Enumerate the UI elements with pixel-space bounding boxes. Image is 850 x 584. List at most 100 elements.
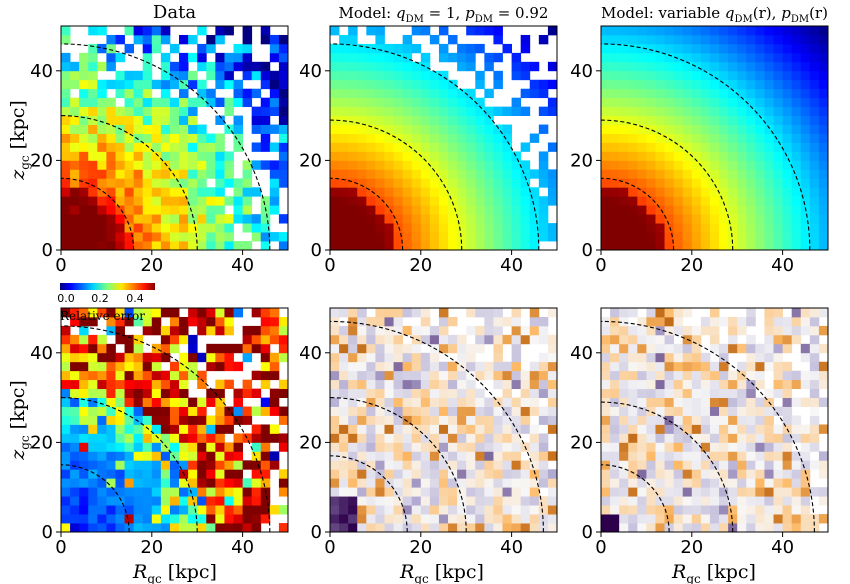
heatmap-cell (646, 34, 656, 45)
heatmap-cell (420, 514, 431, 524)
heatmap-cell (411, 115, 422, 125)
heatmap-cell (601, 241, 611, 251)
heatmap-cell (411, 469, 422, 479)
heatmap-cell (791, 70, 802, 81)
heatmap-cell (260, 70, 271, 81)
heatmap-cell (188, 343, 198, 354)
heatmap-cell (169, 214, 180, 224)
heatmap-cell (411, 151, 422, 161)
heatmap-cell (484, 433, 494, 443)
heatmap-cell (637, 88, 647, 99)
heatmap-cell (673, 379, 684, 390)
heatmap-cell (124, 88, 135, 99)
heatmap-cell (709, 151, 720, 161)
heatmap-cell (133, 241, 144, 251)
heatmap-cell (88, 424, 98, 434)
heatmap-cell (619, 97, 629, 108)
heatmap-cell (484, 505, 494, 515)
heatmap-cell (79, 241, 89, 251)
heatmap-cell (97, 133, 107, 143)
heatmap-cell (438, 343, 449, 354)
heatmap-cell (384, 460, 394, 470)
heatmap-cell (79, 151, 89, 161)
heatmap-cell (457, 514, 467, 524)
heatmap-cell (160, 133, 171, 143)
heatmap-cell (457, 334, 467, 345)
heatmap-cell (142, 514, 153, 524)
heatmap-cell (800, 505, 811, 515)
heatmap-cell (493, 496, 503, 506)
heatmap-cell (637, 43, 647, 54)
heatmap-cell (375, 151, 385, 161)
heatmap-cell (124, 43, 135, 54)
heatmap-cell (366, 487, 376, 497)
heatmap-cell (773, 115, 783, 125)
heatmap-cell (700, 106, 711, 116)
heatmap-cell (764, 160, 774, 170)
heatmap-cell (764, 61, 774, 72)
heatmap-cell (728, 26, 738, 36)
heatmap-cell (610, 433, 620, 443)
heatmap-cell (420, 379, 431, 390)
heatmap-cell (682, 442, 693, 452)
heatmap-cell (179, 505, 189, 515)
heatmap-cell (673, 142, 684, 152)
heatmap-cell (97, 352, 107, 363)
heatmap-cell (601, 133, 611, 143)
heatmap-cell (357, 433, 367, 443)
heatmap-cell (242, 514, 253, 524)
heatmap-cell (457, 232, 467, 242)
heatmap-cell (646, 79, 656, 90)
heatmap-cell (215, 205, 225, 215)
heatmap-cell (484, 223, 494, 233)
heatmap-cells (601, 26, 829, 251)
heatmap-cell (339, 325, 349, 336)
heatmap-cell (420, 52, 431, 63)
heatmap-cell (601, 115, 611, 125)
heatmap-cell (215, 325, 225, 336)
heatmap-cell (709, 505, 720, 515)
heatmap-cell (728, 343, 738, 354)
heatmap-cell (700, 397, 711, 407)
heatmap-cell (664, 79, 675, 90)
heatmap-cell (601, 34, 611, 45)
heatmap-cell (791, 34, 802, 45)
heatmap-cell (719, 205, 729, 215)
heatmap-cell (737, 133, 747, 143)
heatmap-cell (791, 187, 802, 197)
heatmap-cell (646, 241, 656, 251)
heatmap-cell (547, 97, 558, 108)
heatmap-cell (538, 352, 549, 363)
heatmap-cell (773, 460, 783, 470)
heatmap-cell (755, 61, 765, 72)
heatmap-cell (215, 406, 225, 416)
heatmap-cell (438, 325, 449, 336)
heatmap-cell (719, 316, 729, 327)
heatmap-cell (224, 124, 234, 134)
heatmap-cell (357, 361, 367, 372)
heatmap-cell (169, 61, 180, 72)
heatmap-cell (106, 52, 116, 63)
heatmap-cell (728, 523, 738, 533)
heatmap-cell (88, 361, 98, 372)
heatmap-cell (646, 205, 656, 215)
heatmap-cell (357, 451, 367, 461)
heatmap-cell (466, 487, 476, 497)
heatmap-cell (79, 178, 89, 188)
heatmap-cell (70, 433, 80, 443)
heatmap-cell (402, 178, 413, 188)
heatmap-cell (800, 514, 811, 524)
heatmap-cell (664, 70, 675, 81)
heatmap-cell (719, 133, 729, 143)
heatmap-cell (728, 415, 738, 425)
heatmap-cell (97, 214, 107, 224)
heatmap-cell (818, 214, 829, 224)
heatmap-cell (70, 133, 80, 143)
heatmap-cell (809, 241, 820, 251)
heatmap-cell (502, 406, 512, 416)
heatmap-cell (79, 379, 89, 390)
heatmap-cell (809, 415, 820, 425)
heatmap-cell (124, 115, 135, 125)
heatmap-cell (233, 308, 243, 318)
heatmap-cell (709, 343, 720, 354)
